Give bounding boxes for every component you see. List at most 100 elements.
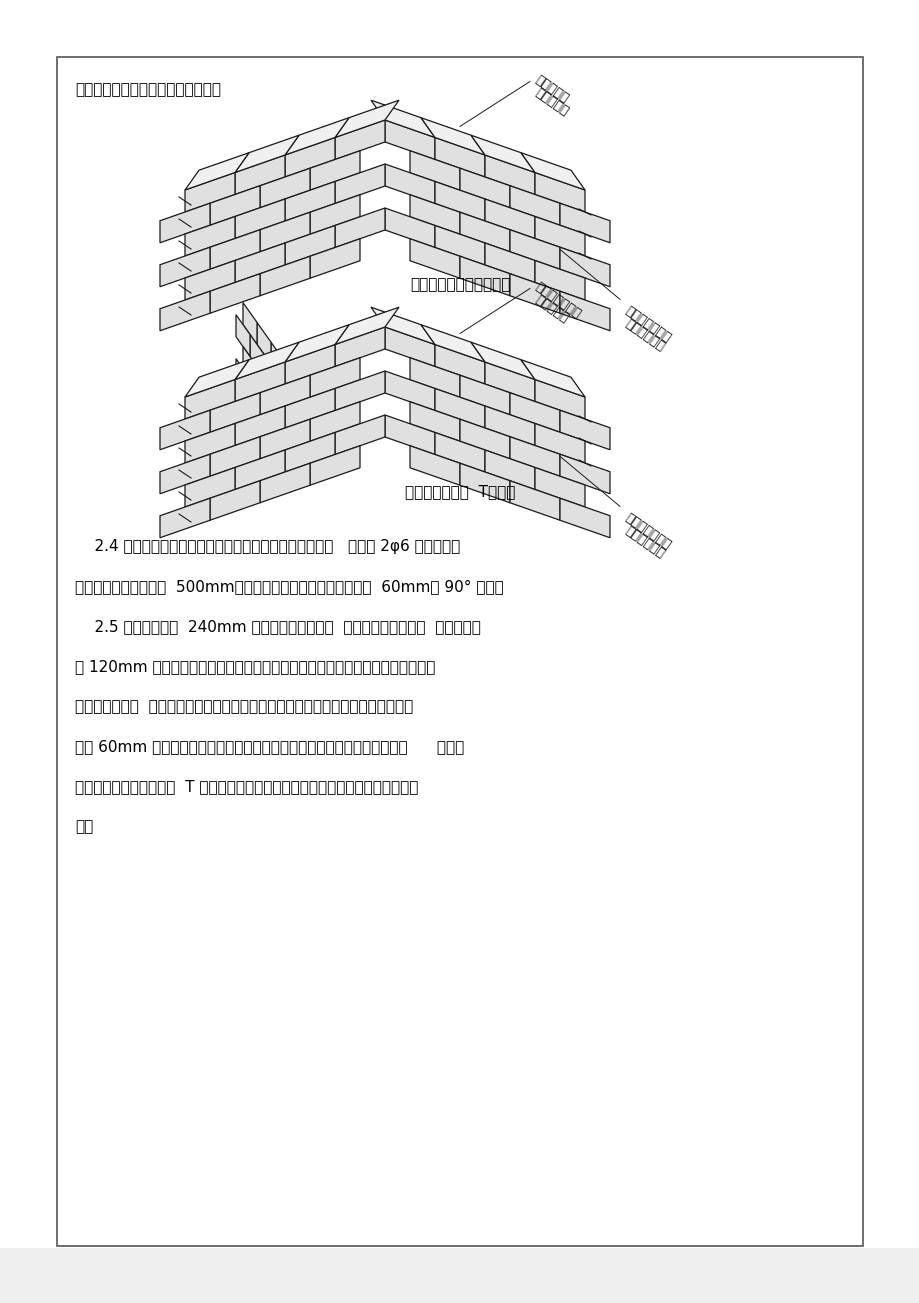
Polygon shape — [260, 212, 310, 251]
Polygon shape — [160, 203, 210, 242]
Text: 凝土填充墙: 凝土填充墙 — [532, 73, 571, 106]
Polygon shape — [535, 216, 584, 255]
Bar — [57, 57, 862, 1246]
Polygon shape — [310, 151, 359, 190]
Polygon shape — [160, 292, 210, 331]
Polygon shape — [484, 155, 535, 194]
Polygon shape — [460, 420, 509, 459]
Text: 加气混凝土砌块  T形砌法: 加气混凝土砌块 T形砌法 — [404, 483, 515, 499]
Polygon shape — [370, 308, 435, 344]
Polygon shape — [210, 481, 260, 520]
Polygon shape — [256, 322, 271, 365]
Polygon shape — [310, 194, 359, 235]
Polygon shape — [250, 335, 264, 377]
Polygon shape — [285, 433, 335, 472]
Polygon shape — [384, 327, 435, 366]
Polygon shape — [410, 238, 460, 279]
Text: 符合设计要求。  构造柱施工时按要求应留设马牙槎，马牙槎先退后进，进退尺寸不: 符合设计要求。 构造柱施工时按要求应留设马牙槎，马牙槎先退后进，进退尺寸不 — [75, 698, 413, 714]
Polygon shape — [435, 388, 484, 427]
Polygon shape — [185, 360, 249, 397]
Polygon shape — [421, 117, 484, 155]
Text: 烧结黏土砖、多: 烧结黏土砖、多 — [622, 511, 673, 552]
Polygon shape — [484, 407, 535, 446]
Polygon shape — [384, 208, 435, 248]
Polygon shape — [460, 257, 509, 296]
Text: 凝土砌体填充墙: 凝土砌体填充墙 — [532, 280, 583, 322]
Polygon shape — [271, 386, 285, 427]
Polygon shape — [285, 344, 335, 384]
Polygon shape — [435, 225, 484, 265]
Polygon shape — [310, 446, 359, 485]
Polygon shape — [160, 498, 210, 538]
Polygon shape — [256, 366, 271, 408]
Text: 小于 60mm 页岩砖采用五进五退，加气块采用一进一退进行马牙槎的留置。      构造柱: 小于 60mm 页岩砖采用五进五退，加气块采用一进一退进行马牙槎的留置。 构造柱 — [75, 739, 464, 754]
Polygon shape — [384, 164, 435, 203]
Polygon shape — [260, 420, 310, 459]
Polygon shape — [185, 216, 234, 255]
Polygon shape — [484, 450, 535, 490]
Polygon shape — [236, 315, 250, 357]
Polygon shape — [264, 442, 278, 485]
Polygon shape — [535, 379, 584, 420]
Polygon shape — [243, 391, 256, 433]
Polygon shape — [271, 343, 285, 384]
Polygon shape — [234, 343, 299, 379]
Polygon shape — [310, 401, 359, 442]
Polygon shape — [410, 446, 460, 485]
Polygon shape — [560, 248, 609, 287]
Polygon shape — [285, 225, 335, 265]
Polygon shape — [535, 423, 584, 463]
Text: 图。: 图。 — [75, 820, 93, 834]
Polygon shape — [260, 464, 310, 503]
Text: 设置在填充墙的转角处、  T 形交接处或端部。圈梁宜设在填充墙高度中部。详见下: 设置在填充墙的转角处、 T 形交接处或端部。圈梁宜设在填充墙高度中部。详见下 — [75, 779, 418, 794]
Polygon shape — [484, 242, 535, 283]
Text: 2.5 构造柱的宽度  240mm 厚度一般与墙等厚，  圈梁宽度与墙等宽，  高度不应小: 2.5 构造柱的宽度 240mm 厚度一般与墙等厚， 圈梁宽度与墙等宽， 高度不… — [75, 619, 481, 635]
Polygon shape — [560, 455, 609, 494]
Text: 横墙砌块隔皮断面露头。详见下图。: 横墙砌块隔皮断面露头。详见下图。 — [75, 82, 221, 96]
Polygon shape — [384, 414, 435, 455]
Text: 2.4 加气混凝土砌体填充墙与结构或构造柱连接的部位，   应预埋 2φ6 的拉结筋，: 2.4 加气混凝土砌体填充墙与结构或构造柱连接的部位， 应预埋 2φ6 的拉结筋… — [75, 539, 460, 554]
Polygon shape — [509, 437, 560, 477]
Polygon shape — [210, 392, 260, 433]
Polygon shape — [410, 194, 460, 235]
Polygon shape — [185, 423, 234, 463]
Polygon shape — [560, 292, 609, 331]
Polygon shape — [335, 414, 384, 455]
Polygon shape — [160, 248, 210, 287]
Text: 孔砖或混凝土: 孔砖或混凝土 — [622, 318, 666, 354]
Polygon shape — [421, 324, 484, 362]
Polygon shape — [535, 468, 584, 507]
Polygon shape — [509, 274, 560, 313]
Polygon shape — [264, 354, 278, 396]
Polygon shape — [509, 186, 560, 225]
Polygon shape — [435, 138, 484, 177]
Polygon shape — [271, 430, 285, 472]
Polygon shape — [285, 388, 335, 427]
Polygon shape — [471, 343, 535, 379]
Polygon shape — [285, 117, 348, 155]
Polygon shape — [234, 362, 285, 401]
Polygon shape — [260, 375, 310, 414]
Polygon shape — [460, 212, 509, 251]
Polygon shape — [264, 399, 278, 440]
Polygon shape — [234, 199, 285, 238]
Polygon shape — [435, 181, 484, 222]
Polygon shape — [310, 358, 359, 397]
Polygon shape — [560, 498, 609, 538]
Polygon shape — [535, 261, 584, 300]
Polygon shape — [285, 324, 348, 362]
Polygon shape — [260, 168, 310, 207]
Polygon shape — [335, 308, 399, 344]
Polygon shape — [484, 199, 535, 238]
Polygon shape — [435, 433, 484, 472]
Polygon shape — [236, 358, 250, 400]
Text: 于 120mm 圈梁、构造柱的插筋预埋在结构混凝土构件中、部分后植筋，预留长度: 于 120mm 圈梁、构造柱的插筋预埋在结构混凝土构件中、部分后植筋，预留长度 — [75, 659, 435, 674]
Polygon shape — [185, 152, 249, 190]
Polygon shape — [471, 136, 535, 172]
Polygon shape — [243, 347, 256, 388]
Polygon shape — [535, 172, 584, 212]
Polygon shape — [335, 327, 384, 366]
Polygon shape — [509, 392, 560, 433]
Polygon shape — [210, 437, 260, 477]
Polygon shape — [460, 464, 509, 503]
